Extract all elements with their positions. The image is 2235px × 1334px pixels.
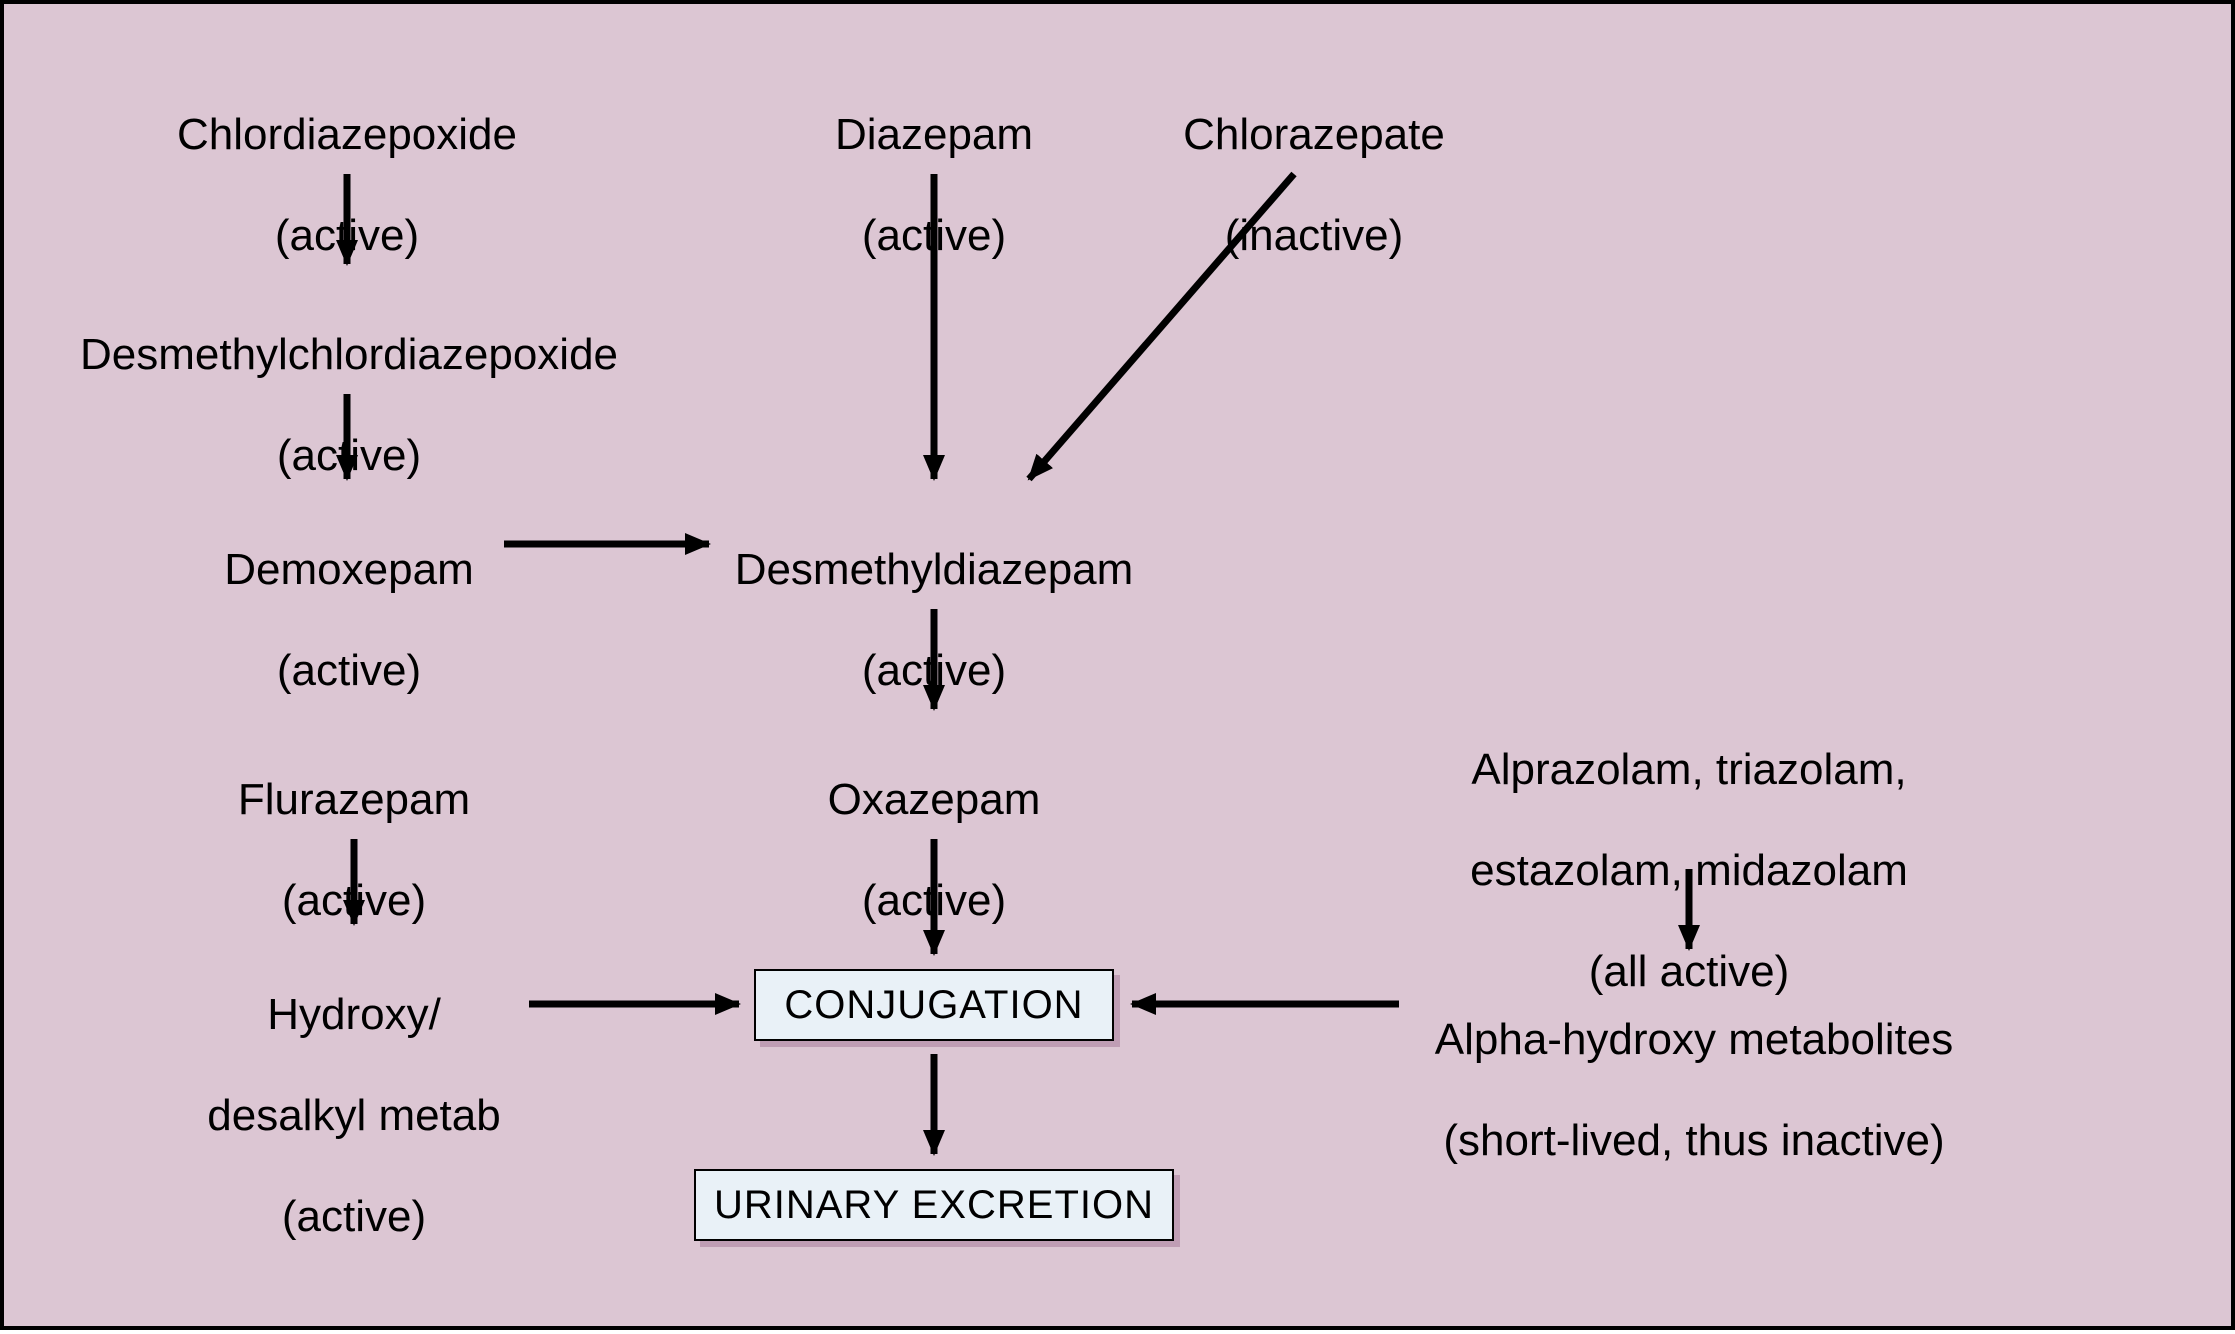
box-conjugation: CONJUGATION	[754, 969, 1114, 1041]
node-label-line3: (active)	[194, 1192, 514, 1243]
node-label-line1: Desmethyldiazepam	[724, 545, 1144, 596]
node-label-line2: (active)	[209, 646, 489, 697]
node-oxazepam: Oxazepam (active)	[819, 724, 1049, 977]
node-label-line2: (active)	[819, 876, 1049, 927]
node-hydroxy-desalkyl: Hydroxy/ desalkyl metab (active)	[194, 939, 514, 1293]
node-label-line2: (inactive)	[1164, 211, 1464, 262]
node-desmethyldiazepam: Desmethyldiazepam (active)	[724, 494, 1144, 747]
node-label-line2: (active)	[69, 431, 629, 482]
node-label-line2: desalkyl metab	[194, 1091, 514, 1142]
node-label-line2: (active)	[224, 876, 484, 927]
node-label-line1: Diazepam	[819, 110, 1049, 161]
node-chlorazepate: Chlorazepate (inactive)	[1164, 59, 1464, 312]
node-label-line1: Alpha-hydroxy metabolites	[1414, 1015, 1974, 1066]
box-urinary-excretion: URINARY EXCRETION	[694, 1169, 1174, 1241]
diagram-canvas: Chlordiazepoxide (active) Desmethylchlor…	[0, 0, 2235, 1330]
node-label-line2: estazolam, midazolam	[1449, 846, 1929, 897]
node-diazepam: Diazepam (active)	[819, 59, 1049, 312]
node-label-line2: (active)	[819, 211, 1049, 262]
node-label-line1: Chlordiazepoxide	[157, 110, 537, 161]
node-demoxepam: Demoxepam (active)	[209, 494, 489, 747]
box-face: URINARY EXCRETION	[694, 1169, 1174, 1241]
node-label-line2: (short-lived, thus inactive)	[1414, 1116, 1974, 1167]
node-label-line1: Desmethylchlordiazepoxide	[69, 330, 629, 381]
node-chlordiazepoxide: Chlordiazepoxide (active)	[157, 59, 537, 312]
node-label-line1: Oxazepam	[819, 775, 1049, 826]
box-face: CONJUGATION	[754, 969, 1114, 1041]
node-label-line2: (active)	[724, 646, 1144, 697]
node-alpha-hydroxy: Alpha-hydroxy metabolites (short-lived, …	[1414, 964, 1974, 1217]
node-label-line1: Chlorazepate	[1164, 110, 1464, 161]
node-label-line1: Alprazolam, triazolam,	[1449, 745, 1929, 796]
node-label-line2: (active)	[157, 211, 537, 262]
node-label-line1: Demoxepam	[209, 545, 489, 596]
box-label: URINARY EXCRETION	[714, 1183, 1154, 1228]
node-label-line1: Hydroxy/	[194, 990, 514, 1041]
box-label: CONJUGATION	[784, 983, 1083, 1028]
node-label-line1: Flurazepam	[224, 775, 484, 826]
